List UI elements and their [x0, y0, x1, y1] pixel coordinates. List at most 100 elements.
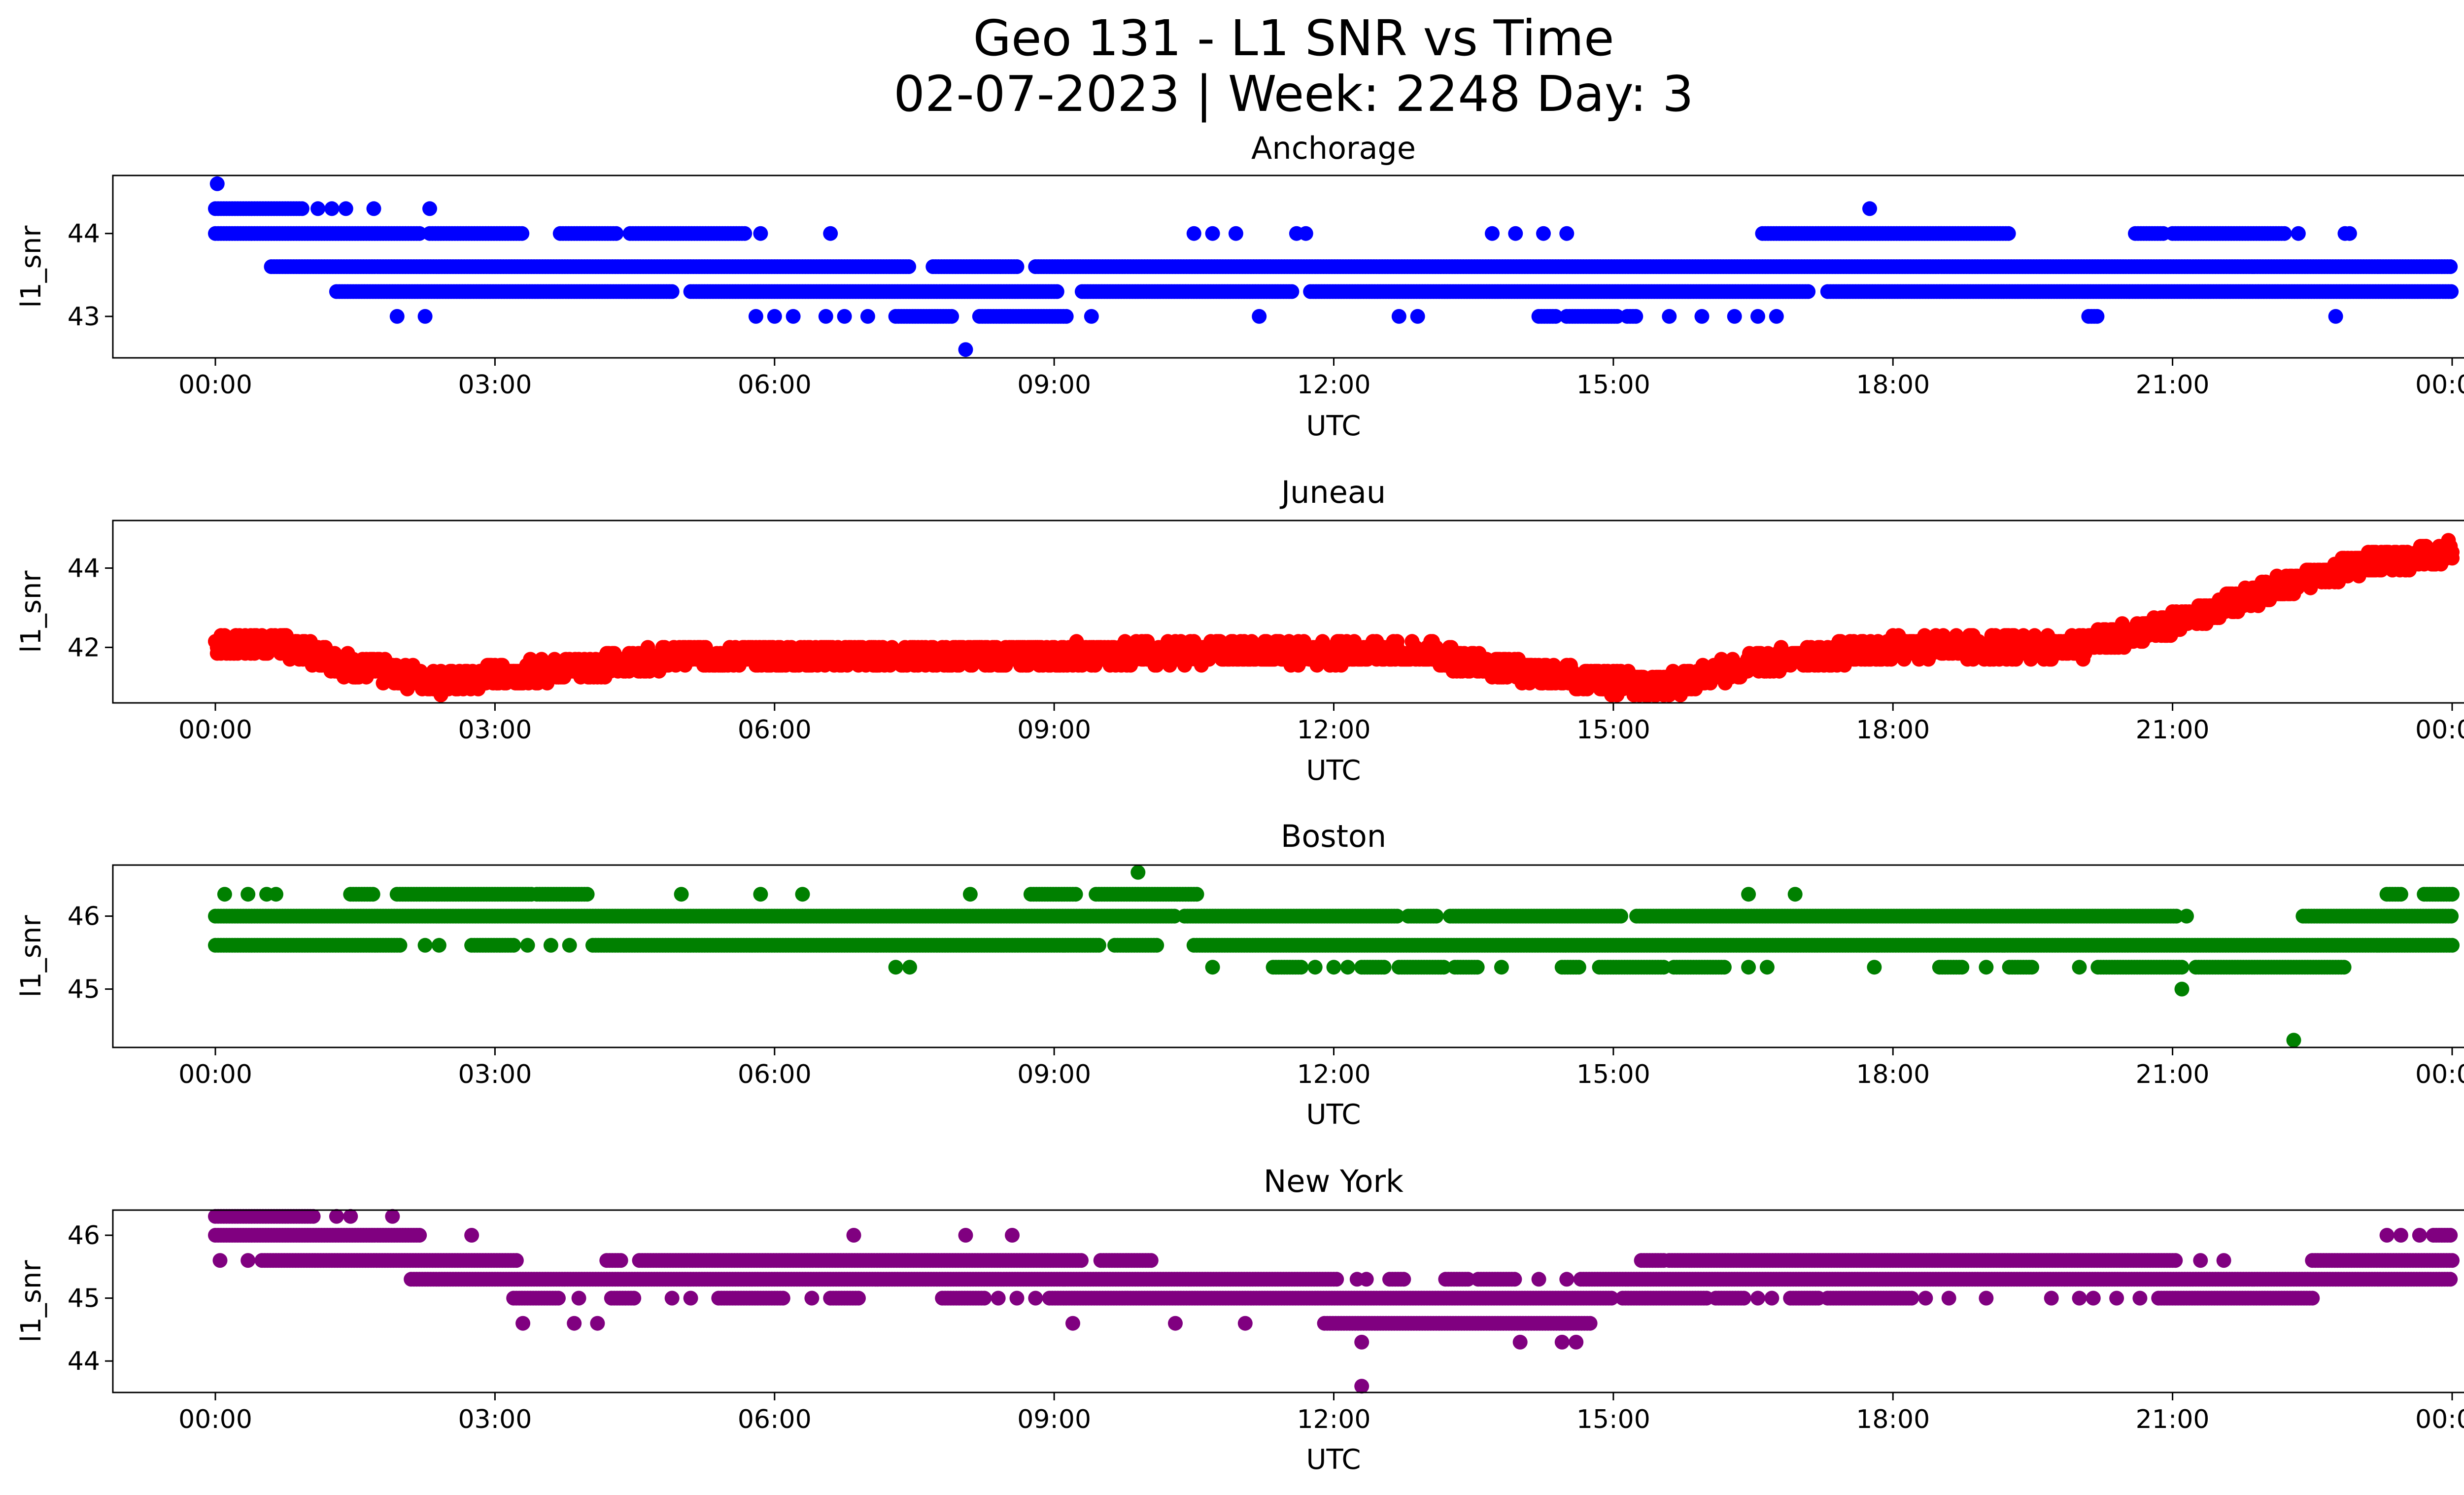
x-tick-label: 00:00 — [2415, 370, 2464, 400]
x-tick-label: 18:00 — [1856, 370, 1930, 400]
x-tick-label: 15:00 — [1576, 370, 1650, 400]
data-point — [2291, 226, 2306, 241]
anchorage-points — [208, 176, 2459, 357]
data-point — [338, 201, 353, 216]
data-point — [1205, 226, 1220, 241]
data-point — [217, 887, 232, 902]
y-axis-label: l1_snr — [15, 225, 47, 308]
data-point — [958, 342, 973, 357]
data-point — [944, 309, 959, 324]
data-point — [2001, 226, 2016, 241]
x-tick-label: 00:00 — [2415, 715, 2464, 745]
data-point — [786, 309, 801, 324]
x-tick-label: 12:00 — [1297, 370, 1371, 400]
data-point — [422, 201, 437, 216]
x-tick-label: 00:00 — [178, 715, 252, 745]
data-point — [1769, 309, 1784, 324]
x-tick-label: 09:00 — [1017, 715, 1091, 745]
data-point — [1862, 201, 1877, 216]
data-point — [1750, 309, 1765, 324]
panel-title: Boston — [1281, 818, 1386, 854]
data-point — [1186, 226, 1201, 241]
data-point — [2445, 545, 2460, 560]
data-point — [1130, 865, 1146, 880]
boston-points — [208, 865, 2460, 1048]
y-tick-label: 44 — [68, 219, 100, 249]
data-point — [1801, 284, 1816, 299]
x-tick-label: 12:00 — [1297, 715, 1371, 745]
data-point — [1228, 226, 1243, 241]
data-point — [1059, 309, 1074, 324]
data-point — [2443, 259, 2458, 274]
data-point — [514, 226, 530, 241]
data-point — [2089, 309, 2105, 324]
data-point — [1391, 309, 1406, 324]
data-point — [753, 887, 768, 902]
data-point — [962, 887, 978, 902]
data-point — [324, 201, 340, 216]
x-tick-label: 00:00 — [178, 370, 252, 400]
data-point — [609, 226, 624, 241]
data-point — [737, 226, 753, 241]
data-point — [901, 259, 917, 274]
data-point — [269, 887, 283, 902]
data-point — [1049, 284, 1064, 299]
panel-title: Anchorage — [1251, 130, 1416, 166]
data-point — [2444, 284, 2459, 299]
data-point — [1189, 887, 1204, 902]
panel-title: Juneau — [1279, 474, 1386, 510]
data-point — [310, 201, 326, 216]
data-point — [1284, 284, 1300, 299]
data-point — [1787, 887, 1803, 902]
data-point — [2342, 226, 2357, 241]
figure-title-line2: 02-07-2023 | Week: 2248 Day: 3 — [893, 65, 1693, 123]
data-point — [1628, 309, 1643, 324]
x-tick-label: 03:00 — [458, 370, 532, 400]
data-point — [209, 176, 225, 191]
x-tick-label: 06:00 — [738, 715, 812, 745]
figure-title-line1: Geo 131 - L1 SNR vs Time — [973, 9, 1614, 67]
data-point — [1009, 259, 1025, 274]
x-tick-label: 03:00 — [458, 715, 532, 745]
data-point — [1694, 309, 1710, 324]
x-axis-label: UTC — [1306, 755, 1361, 787]
data-point — [767, 309, 782, 324]
data-point — [1536, 226, 1551, 241]
data-point — [818, 309, 833, 324]
x-tick-label: 21:00 — [2136, 370, 2210, 400]
data-point — [1559, 226, 1574, 241]
data-point — [240, 887, 256, 902]
y-axis-label: l1_snr — [15, 570, 47, 653]
data-point — [2445, 887, 2460, 902]
data-point — [2277, 226, 2292, 241]
data-point — [417, 309, 433, 324]
data-point — [2393, 887, 2408, 902]
boston-panel: Boston 00:00 03:00 06:00 09:00 12:00 15:00 18:… — [15, 818, 2464, 1131]
x-tick-label: 18:00 — [1856, 715, 1930, 745]
data-point — [2328, 309, 2343, 324]
y-tick-label: 44 — [68, 554, 100, 584]
x-tick-label: 21:00 — [2136, 715, 2210, 745]
y-tick-label: 43 — [68, 302, 100, 332]
anchorage-panel: Anchorage 00:00 03:00 06:00 09:00 12:00 15:00… — [15, 130, 2464, 442]
data-point — [580, 887, 595, 902]
data-point — [823, 226, 838, 241]
juneau-points — [208, 533, 2460, 702]
x-axis-label: UTC — [1306, 410, 1361, 442]
data-point — [366, 201, 381, 216]
data-point — [753, 226, 768, 241]
data-point — [860, 309, 875, 324]
data-point — [1410, 309, 1425, 324]
data-point — [795, 887, 810, 902]
juneau-panel: Juneau 00:00 03:00 06:00 09:00 12:00 15:00 18:… — [15, 474, 2464, 787]
data-point — [664, 284, 680, 299]
data-point — [412, 226, 427, 241]
x-tick-label: 15:00 — [1576, 715, 1650, 745]
data-point — [1252, 309, 1267, 324]
x-tick-label: 06:00 — [738, 370, 812, 400]
x-tick-label: 09:00 — [1017, 370, 1091, 400]
data-point — [389, 309, 405, 324]
data-point — [1741, 887, 1756, 902]
data-point — [1068, 887, 1083, 902]
